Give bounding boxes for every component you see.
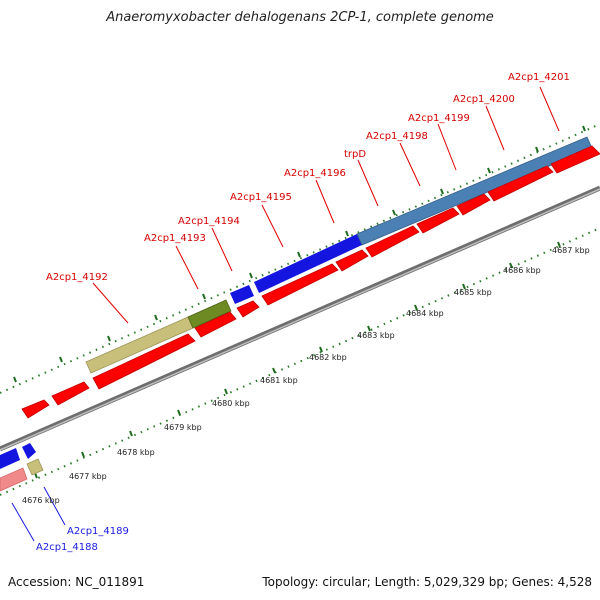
kbp-label: 4676 kbp [22,496,60,505]
top-major-ticks [13,125,586,383]
gene-label: A2cp1_4188 [36,542,98,553]
kbp-label: 4685 kbp [454,288,492,297]
cds-arrow [21,399,50,419]
accession-text: Accession: NC_011891 [8,575,145,589]
gene-label: A2cp1_4196 [284,168,346,179]
gene-bar-steel [356,136,593,246]
kbp-label: 4684 kbp [406,309,444,318]
gene-bar-blue [254,234,362,293]
kbp-labels: 4676 kbp 4677 kbp 4678 kbp 4679 kbp 4680… [22,246,590,505]
gene-label: A2cp1_4193 [144,233,206,244]
gene-bar-blue-left [0,448,20,469]
kbp-label: 4683 kbp [357,331,395,340]
backbone [0,185,600,452]
gene-labels: A2cp1_4192 A2cp1_4193 A2cp1_4194 A2cp1_4… [46,72,570,283]
label-leaders-bottom [11,486,66,542]
gene-bar-blue-small [230,285,254,304]
cds-arrow [261,263,339,306]
cds-arrow [365,225,420,258]
gene-bar-olive [187,299,232,329]
gene-bar-pink-left [0,467,28,492]
cds-arrow [194,311,237,338]
gene-labels-reverse: A2cp1_4188 A2cp1_4189 [36,526,129,553]
gene-label: A2cp1_4200 [453,94,515,105]
top-tick-row [0,123,600,394]
label-leaders [92,86,560,324]
gene-label: A2cp1_4194 [178,216,240,227]
kbp-label: 4678 kbp [117,448,155,457]
map-title: Anaeromyxobacter dehalogenans 2CP-1, com… [106,10,494,25]
kbp-label: 4680 kbp [212,399,250,408]
genome-summary: Topology: circular; Length: 5,029,329 bp… [262,575,592,589]
gene-label: A2cp1_4189 [67,526,129,537]
cds-arrow [416,207,460,234]
gene-label: A2cp1_4198 [366,131,428,142]
cds-arrow [51,381,90,406]
cds-arrow [487,165,554,202]
cds-arrow [92,333,196,390]
gene-label: A2cp1_4192 [46,272,108,283]
cds-arrow [550,145,600,174]
cds-arrow [335,249,369,272]
gene-label: trpD [344,149,366,160]
cds-arrow [236,300,260,318]
cds-arrow [456,193,491,216]
kbp-label: 4686 kbp [503,266,541,275]
gene-label: A2cp1_4199 [408,113,470,124]
upper-gene-track [85,136,593,374]
lower-left-genes [0,443,44,492]
bottom-major-ticks [34,241,561,479]
gene-arrow-blue-left [22,443,36,459]
kbp-label: 4679 kbp [164,423,202,432]
kbp-label: 4677 kbp [69,472,107,481]
kbp-label: 4681 kbp [260,376,298,385]
gene-label: A2cp1_4195 [230,192,292,203]
kbp-label: 4687 kbp [552,246,590,255]
gene-bar-khaki-left [26,458,44,476]
kbp-label: 4682 kbp [309,353,347,362]
bottom-tick-row [0,227,600,496]
gene-label: A2cp1_4201 [508,72,570,83]
cds-arrows [21,145,600,419]
